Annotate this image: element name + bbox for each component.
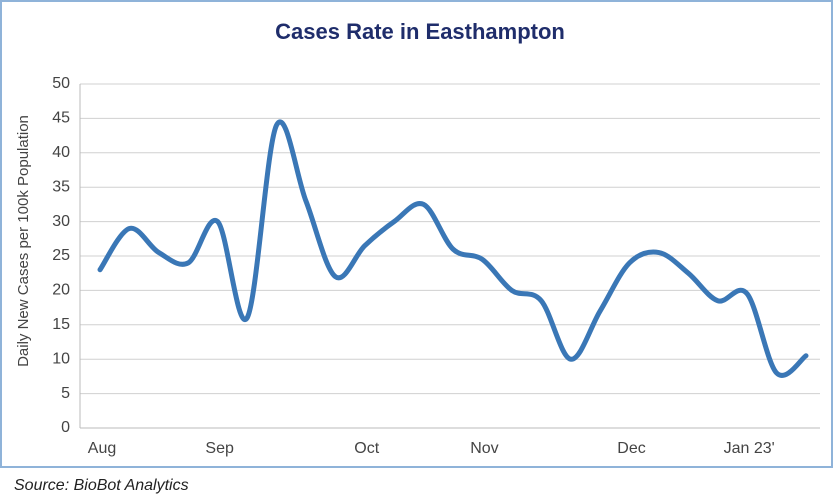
y-tick-label: 30 — [52, 213, 70, 230]
y-tick-label: 5 — [61, 385, 70, 402]
y-tick-label: 0 — [61, 419, 70, 436]
x-tick-label: Sep — [205, 440, 234, 457]
x-tick-label: Jan 23' — [724, 440, 775, 457]
y-tick-label: 15 — [52, 316, 70, 333]
y-tick-label: 50 — [52, 75, 70, 92]
y-tick-label: 25 — [52, 247, 70, 264]
y-axis-label: Daily New Cases per 100k Population — [15, 115, 32, 367]
y-tick-label: 20 — [52, 282, 70, 299]
x-tick-label: Dec — [617, 440, 645, 457]
data-line — [97, 119, 809, 378]
x-tick-label: Nov — [470, 440, 498, 457]
y-tick-label: 40 — [52, 144, 70, 161]
x-tick-label: Aug — [88, 440, 116, 457]
y-tick-label: 10 — [52, 350, 70, 367]
x-tick-label: Oct — [354, 440, 379, 457]
y-tick-label: 45 — [52, 110, 70, 127]
source: Source: BioBot Analytics — [14, 477, 189, 494]
y-tick-label: 35 — [52, 178, 70, 195]
chart-title: Cases Rate in Easthampton — [275, 19, 565, 44]
